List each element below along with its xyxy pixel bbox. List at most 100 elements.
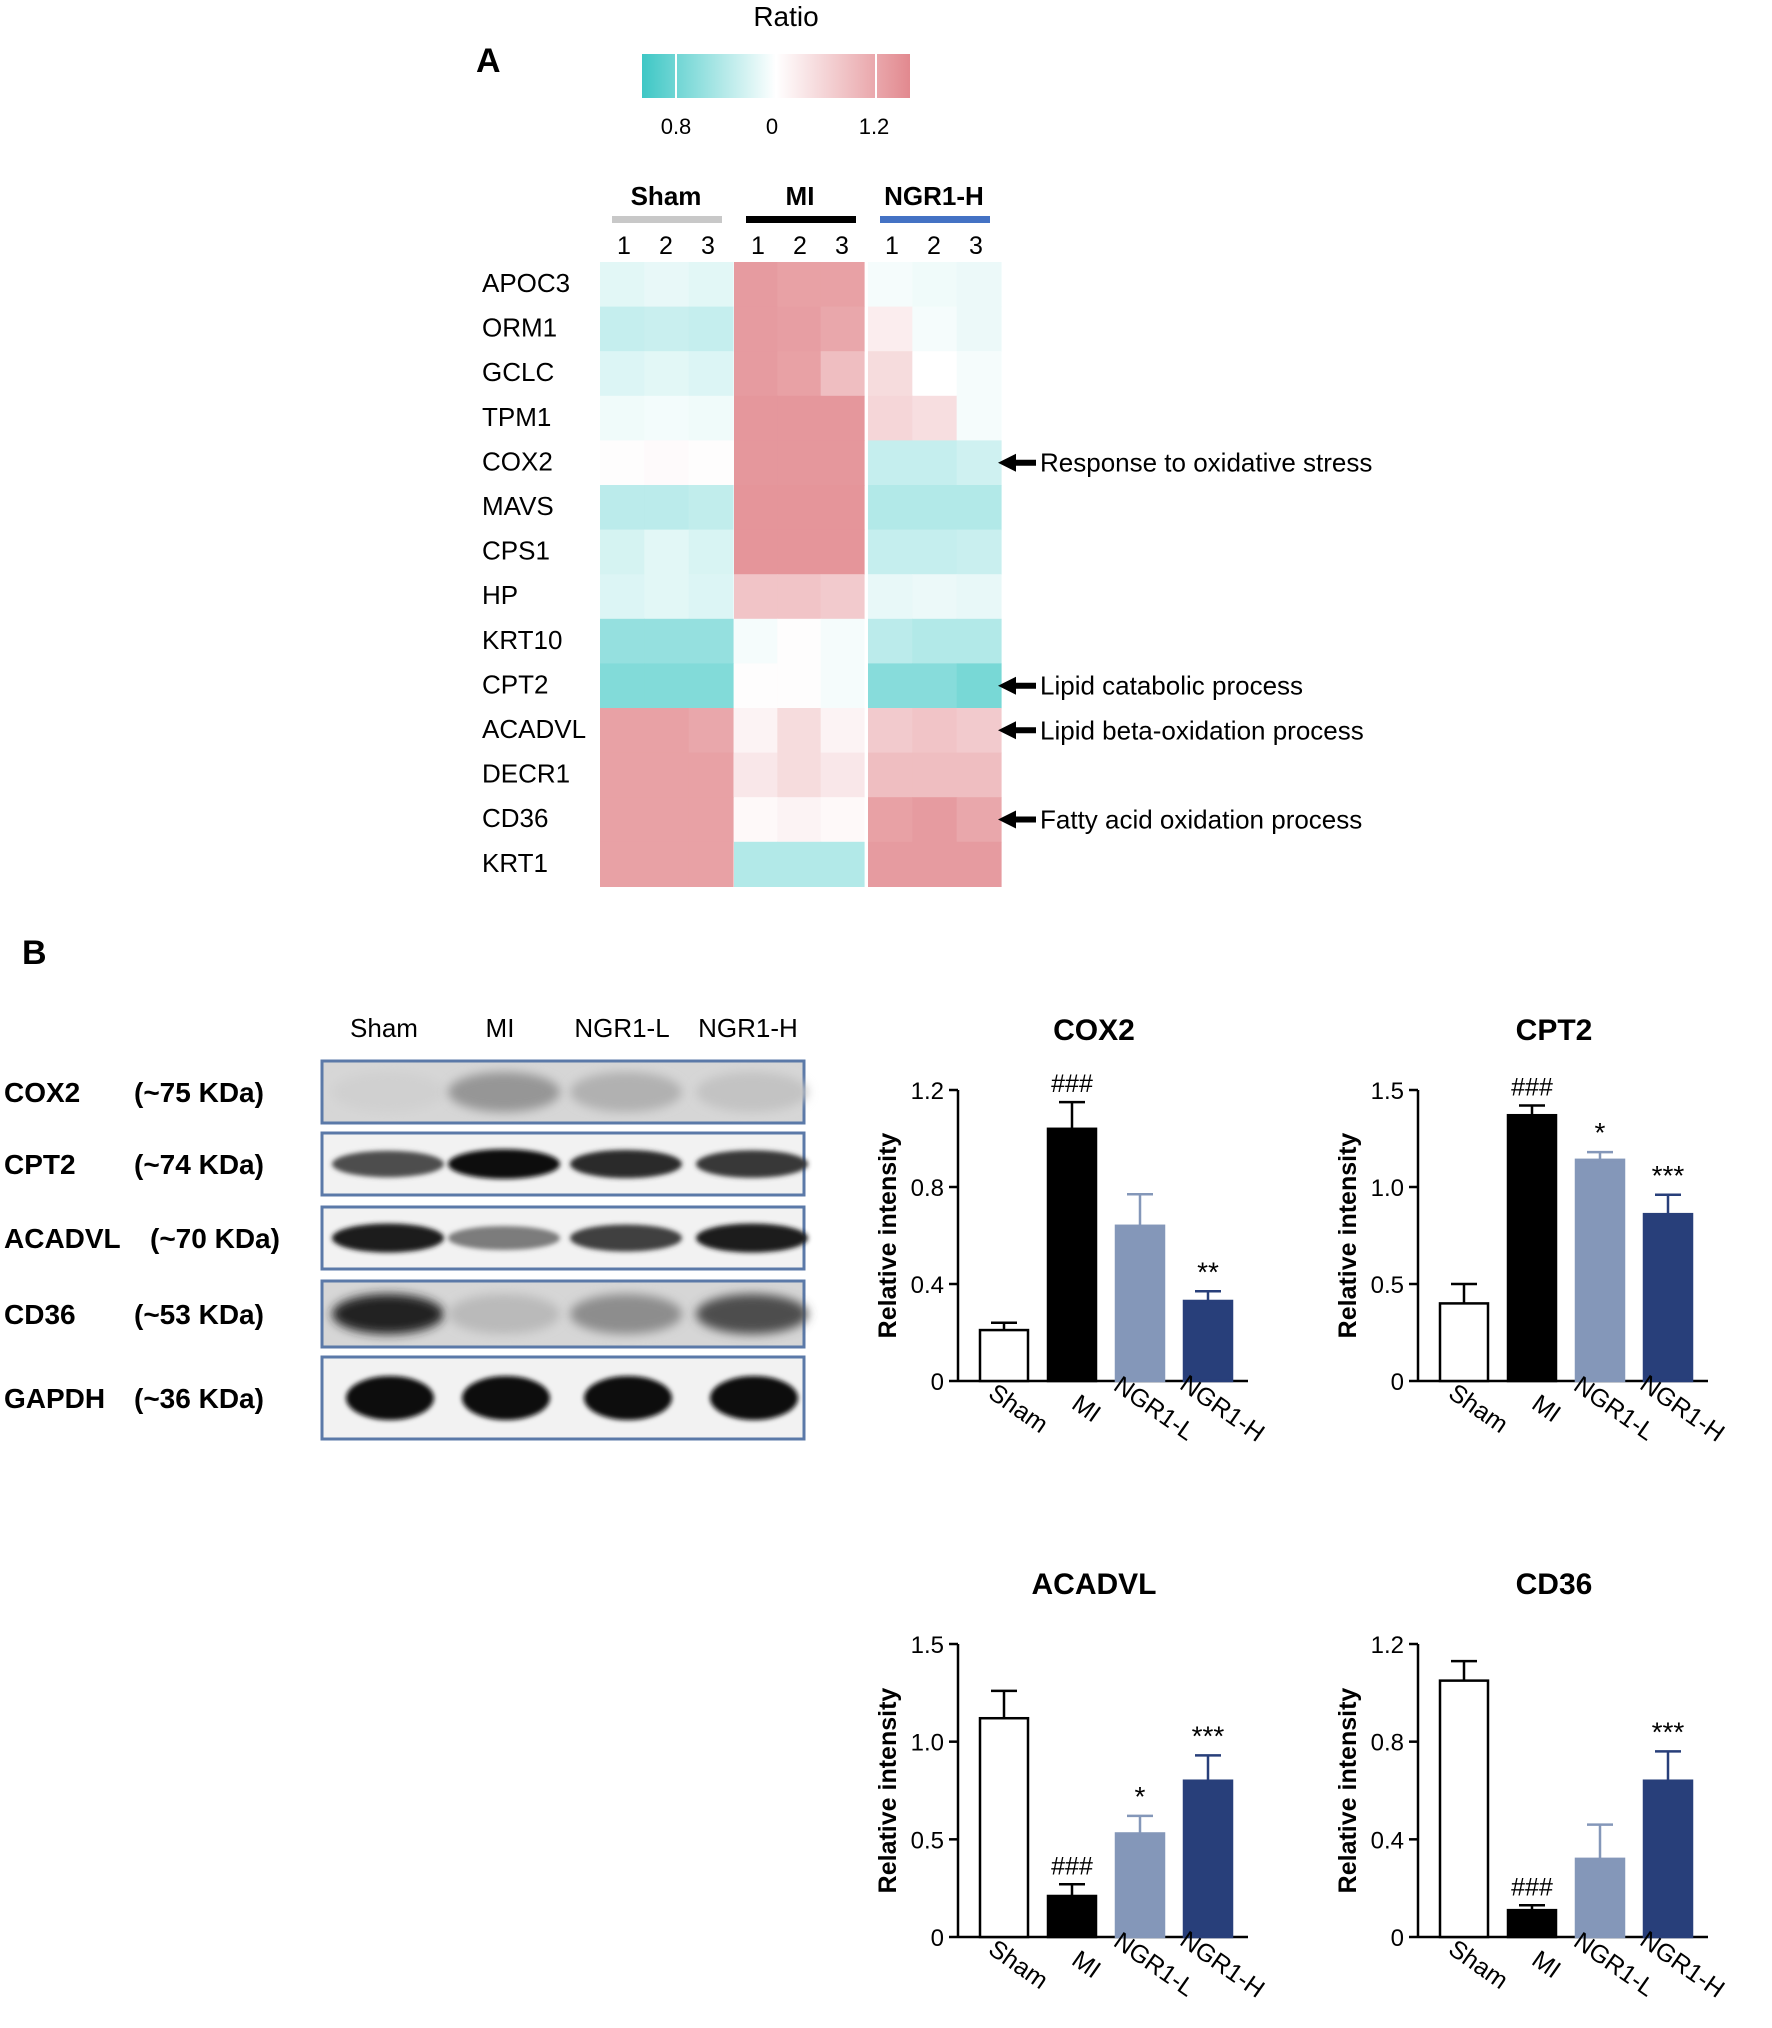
heatmap-row-labels: APOC3 ORM1 GCLC TPM1 COX2 MAVS CPS1 HP KRT10 CPT2… <box>482 268 586 878</box>
heatmap-cell <box>600 440 645 486</box>
heatmap-cell <box>868 306 913 352</box>
row-label-orm1: ORM1 <box>482 313 557 343</box>
heatmap-cell <box>956 440 1002 486</box>
group-bar-mi <box>746 216 856 223</box>
significance-label: ** <box>1197 1256 1219 1287</box>
heatmap-cell <box>868 395 913 441</box>
blot-band <box>332 1150 444 1178</box>
blot-protein-label: CPT2 <box>4 1149 76 1180</box>
heatmap-cell <box>868 663 913 709</box>
significance-label: ### <box>1051 1070 1093 1098</box>
heatmap-cell <box>688 618 734 664</box>
heatmap-cell <box>777 841 822 887</box>
row-label-cpt2: CPT2 <box>482 669 548 699</box>
blot-band <box>332 1294 444 1334</box>
y-tick-label: 0.4 <box>911 1272 944 1299</box>
y-tick-label: 0.5 <box>1371 1272 1404 1299</box>
heatmap-cell <box>644 618 690 664</box>
heatmap-cell <box>912 485 958 531</box>
heatmap-cell <box>956 618 1002 664</box>
heatmap-cell <box>777 797 822 843</box>
group-label-sham: Sham <box>631 181 702 211</box>
blot-band <box>570 1294 682 1334</box>
heatmap-cell <box>777 618 822 664</box>
significance-label: ### <box>1511 1873 1553 1901</box>
blot-band <box>696 1072 808 1112</box>
heatmap-cell <box>688 395 734 441</box>
heatmap-cell <box>912 663 958 709</box>
bar-ngr1-h <box>1182 1299 1234 1383</box>
heatmap-cell <box>912 395 958 441</box>
heatmap-cell <box>688 262 734 308</box>
bar-sham <box>978 1716 1030 1939</box>
blot-band <box>570 1072 682 1112</box>
heatmap-cell <box>600 797 645 843</box>
bar-mi <box>1046 1894 1098 1939</box>
blot-lane-label: NGR1-L <box>574 1013 669 1043</box>
heatmap-cell <box>777 262 822 308</box>
chart-title: CPT2 <box>1516 1014 1593 1047</box>
heatmap-cell <box>688 351 734 397</box>
column-label: 2 <box>659 232 673 260</box>
heatmap-cell <box>820 752 865 798</box>
bar-sham <box>1438 1679 1490 1939</box>
blot-size-label: (~75 KDa) <box>134 1077 264 1108</box>
column-label: 1 <box>617 232 631 260</box>
heatmap-cell <box>644 262 690 308</box>
heatmap-cell <box>644 574 690 620</box>
heatmap-cell <box>777 485 822 531</box>
heatmap-cell <box>820 841 865 887</box>
bar-mi <box>1046 1127 1098 1383</box>
heatmap-cell <box>956 841 1002 887</box>
heatmap-cell <box>912 574 958 620</box>
western-blot: Sham MI NGR1-L NGR1-H COX2 (~75 KDa) CPT2 (~74 … <box>4 1013 808 1441</box>
y-tick-label: 0 <box>1391 1925 1404 1952</box>
bar-ngr1-h <box>1642 1212 1694 1383</box>
significance-label: ### <box>1511 1074 1553 1102</box>
heatmap-cell <box>644 797 690 843</box>
heatmap-cell <box>868 841 913 887</box>
heatmap-cell <box>912 752 958 798</box>
y-tick-label: 1.2 <box>911 1078 944 1105</box>
heatmap-cell <box>644 663 690 709</box>
column-label: 1 <box>751 232 765 260</box>
heatmap-cell <box>777 663 822 709</box>
heatmap-cell <box>734 395 778 441</box>
bar-ngr1-h <box>1642 1779 1694 1939</box>
y-tick-label: 0.8 <box>911 1175 944 1202</box>
heatmap-cell <box>688 752 734 798</box>
significance-label: ### <box>1051 1852 1093 1880</box>
heatmap-cell <box>734 440 778 486</box>
annotation-arrow-icon <box>998 810 1036 829</box>
blot-band <box>584 1376 672 1420</box>
blot-band <box>696 1150 808 1178</box>
heatmap-cell <box>912 797 958 843</box>
blot-size-label: (~74 KDa) <box>134 1149 264 1180</box>
significance-label: *** <box>1652 1716 1685 1747</box>
y-tick-label: 0.4 <box>1371 1827 1404 1854</box>
heatmap-cell <box>777 529 822 575</box>
column-label: 3 <box>701 232 715 260</box>
blot-protein-label: GAPDH <box>4 1383 105 1414</box>
panel-a-label: A <box>476 42 501 80</box>
annotation-arrow-icon <box>998 676 1036 695</box>
significance-label: *** <box>1652 1160 1685 1191</box>
bar-chart-cpt2: CPT2 Relative intensity 0 0.5 1.0 1.5 Sham ### M… <box>1334 1014 1730 1448</box>
blot-lane-label: NGR1-H <box>698 1013 798 1043</box>
heatmap-cell <box>644 708 690 754</box>
heatmap-cell <box>644 351 690 397</box>
heatmap-cell <box>734 306 778 352</box>
legend-tick-low: 0.8 <box>661 114 692 139</box>
blot-lane-label: Sham <box>350 1013 418 1043</box>
heatmap-cell <box>600 663 645 709</box>
heatmap-cell <box>734 574 778 620</box>
x-tick-label: Sham <box>983 1934 1053 1994</box>
y-axis-label: Relative intensity <box>1334 1688 1362 1894</box>
heatmap-cell <box>912 440 958 486</box>
bar-sham <box>978 1328 1030 1383</box>
heatmap-cell <box>956 574 1002 620</box>
chart-title: COX2 <box>1053 1014 1135 1047</box>
heatmap-cell <box>688 306 734 352</box>
row-label-cox2: COX2 <box>482 446 553 476</box>
